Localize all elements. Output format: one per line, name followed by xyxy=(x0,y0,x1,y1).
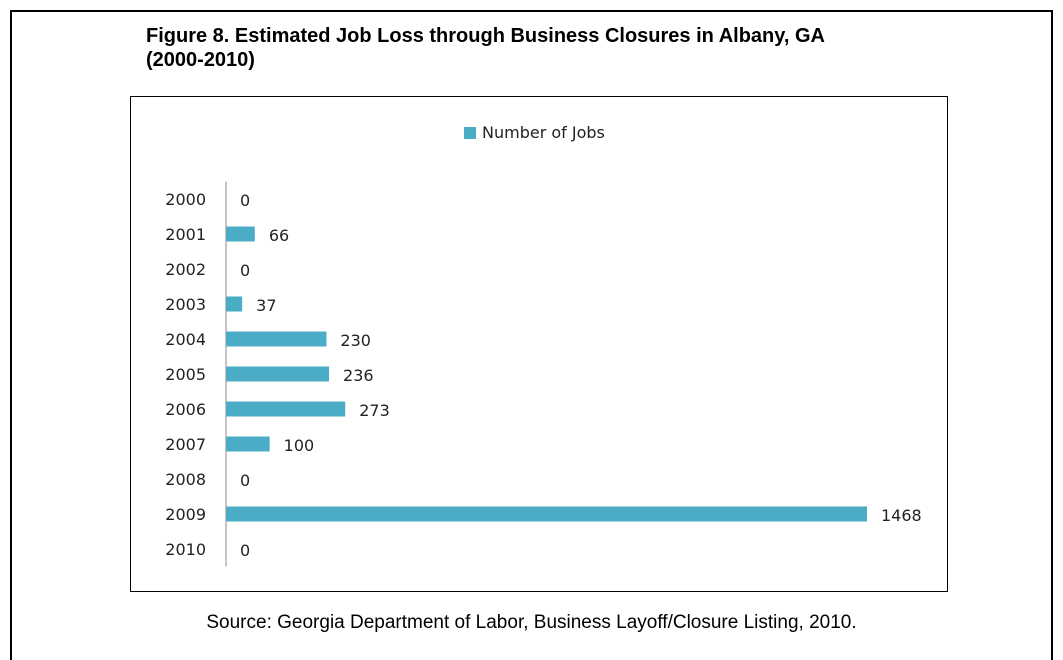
bar-value-label: 0 xyxy=(240,541,250,560)
bar xyxy=(226,331,327,347)
data-labels: 0 66 0 37 230 236 273 100 0 1468 0 xyxy=(240,191,922,560)
category-label: 2009 xyxy=(165,505,206,524)
bar xyxy=(226,296,243,312)
figure-title: Figure 8. Estimated Job Loss through Bus… xyxy=(146,25,826,71)
bar-value-label: 66 xyxy=(269,226,289,245)
category-label: 2005 xyxy=(165,365,206,384)
bar-value-label: 273 xyxy=(359,401,390,420)
bar-value-label: 100 xyxy=(284,436,315,455)
bar-value-label: 0 xyxy=(240,191,250,210)
figure-frame xyxy=(10,10,1053,660)
bar-value-label: 0 xyxy=(240,261,250,280)
category-label: 2007 xyxy=(165,435,206,454)
category-label: 2010 xyxy=(165,540,206,559)
bar-value-label: 1468 xyxy=(881,506,922,525)
legend-label: Number of Jobs xyxy=(482,123,605,142)
bar-value-label: 236 xyxy=(343,366,374,385)
chart-area: Number of Jobs 0 66 0 37 230 236 273 100 0 1468 0 … xyxy=(130,96,948,592)
bar-series xyxy=(226,226,867,522)
source-note: Source: Georgia Department of Labor, Bus… xyxy=(206,612,857,633)
bar-value-label: 230 xyxy=(340,331,371,350)
bar xyxy=(226,401,346,417)
legend-swatch xyxy=(464,127,476,139)
category-tick-labels: 2000 2001 2002 2003 2004 2005 2006 2007 2008 2009… xyxy=(165,190,206,559)
category-label: 2002 xyxy=(165,260,206,279)
bar xyxy=(226,436,270,452)
category-label: 2008 xyxy=(165,470,206,489)
category-label: 2006 xyxy=(165,400,206,419)
category-label: 2004 xyxy=(165,330,206,349)
bar xyxy=(226,226,255,242)
bar xyxy=(226,506,867,522)
chart-legend: Number of Jobs xyxy=(464,123,605,142)
category-label: 2000 xyxy=(165,190,206,209)
category-label: 2003 xyxy=(165,295,206,314)
bar xyxy=(226,366,330,382)
bar-chart: Number of Jobs 0 66 0 37 230 236 273 100 0 14680 … xyxy=(165,123,922,567)
bar-value-label: 0 xyxy=(240,471,250,490)
category-label: 2001 xyxy=(165,225,206,244)
bar-value-label: 37 xyxy=(256,296,276,315)
